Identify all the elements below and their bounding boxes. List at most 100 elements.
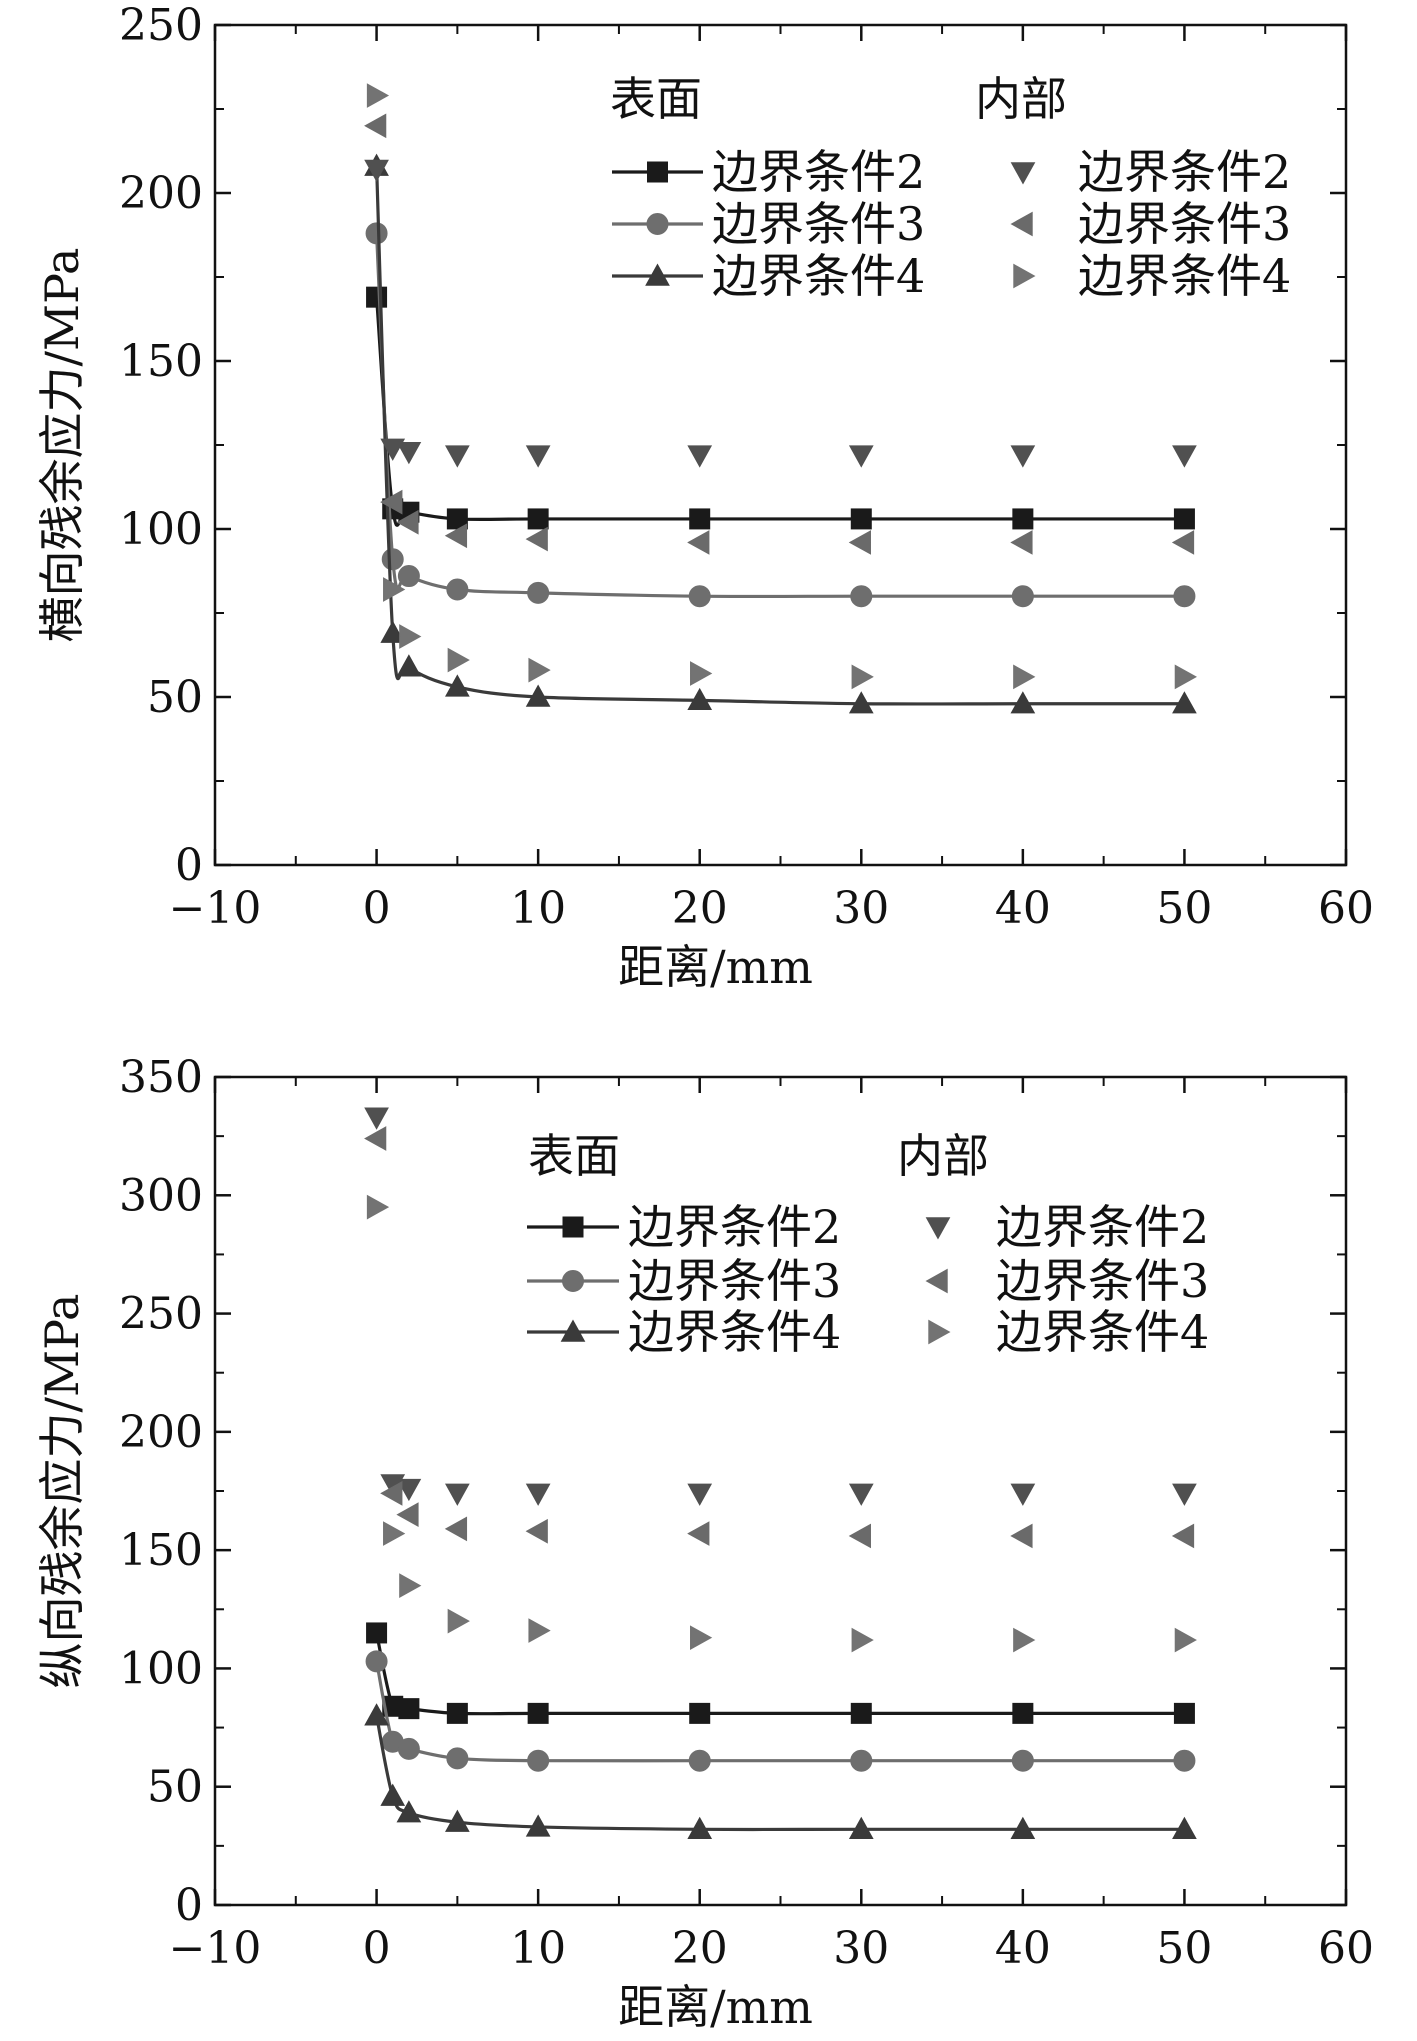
data-point bbox=[383, 1521, 406, 1546]
data-point bbox=[688, 1749, 711, 1772]
data-point bbox=[398, 1698, 420, 1720]
data-point bbox=[445, 445, 470, 468]
x-tick-label: 30 bbox=[833, 883, 889, 934]
data-point bbox=[396, 1478, 422, 1502]
data-point bbox=[525, 684, 551, 707]
data-point bbox=[525, 1814, 551, 1837]
chart-panel-2: −10 0 10 20 30 40 50 60050100150200250300350距离/… bbox=[35, 1052, 1374, 2034]
data-point bbox=[445, 674, 470, 697]
data-point bbox=[687, 1816, 713, 1839]
data-point bbox=[399, 1573, 422, 1598]
data-point bbox=[690, 1625, 713, 1651]
series-surface-4 bbox=[364, 1703, 1197, 1839]
y-tick-label: 100 bbox=[119, 504, 203, 555]
series-line bbox=[375, 1632, 1185, 1716]
legend-group-title: 内部 bbox=[897, 1129, 989, 1183]
legend-label: 边界条件3 bbox=[996, 1254, 1209, 1308]
x-tick-label: 50 bbox=[1156, 1923, 1212, 1974]
data-point bbox=[445, 1483, 470, 1506]
data-point bbox=[687, 1521, 710, 1546]
series-interior-4 bbox=[366, 1194, 1197, 1653]
series-interior-2 bbox=[364, 1107, 1197, 1506]
y-tick-label: 150 bbox=[119, 336, 203, 387]
data-point bbox=[689, 1702, 711, 1724]
data-point bbox=[525, 526, 548, 552]
y-tick-label: 0 bbox=[175, 840, 203, 891]
data-point bbox=[1012, 508, 1034, 530]
x-tick-label: 60 bbox=[1318, 883, 1374, 934]
data-point bbox=[1172, 1483, 1197, 1506]
legend-label: 边界条件4 bbox=[712, 249, 925, 303]
legend-group-title: 表面 bbox=[528, 1129, 620, 1183]
data-point bbox=[381, 548, 404, 571]
data-point bbox=[446, 1702, 468, 1724]
data-point bbox=[1171, 530, 1195, 555]
x-tick-label: 0 bbox=[363, 883, 391, 934]
legend-label: 边界条件2 bbox=[628, 1200, 841, 1254]
data-point bbox=[366, 286, 388, 308]
x-tick-label: 10 bbox=[510, 883, 566, 934]
data-point bbox=[1173, 1749, 1196, 1772]
data-point bbox=[1010, 1523, 1033, 1549]
data-point bbox=[364, 1107, 389, 1130]
series-interior-4 bbox=[366, 83, 1197, 690]
legend-marker bbox=[562, 1216, 584, 1238]
data-point bbox=[848, 530, 871, 555]
data-point bbox=[1173, 585, 1196, 608]
data-point bbox=[364, 113, 387, 139]
data-point bbox=[850, 1702, 872, 1724]
legend-label: 边界条件4 bbox=[628, 1305, 841, 1359]
data-point bbox=[383, 577, 406, 602]
x-tick-label: 40 bbox=[995, 883, 1051, 934]
legend-label: 边界条件2 bbox=[712, 145, 925, 199]
data-point bbox=[444, 523, 468, 549]
y-tick-label: 250 bbox=[119, 0, 203, 51]
legend-label: 边界条件2 bbox=[1078, 145, 1291, 199]
data-point bbox=[1010, 530, 1033, 555]
legend-marker bbox=[925, 1268, 948, 1294]
legend-label: 边界条件3 bbox=[1078, 197, 1291, 251]
data-point bbox=[1174, 664, 1197, 690]
y-tick-label: 200 bbox=[119, 1407, 203, 1458]
series-line bbox=[374, 297, 1185, 527]
data-point bbox=[687, 687, 713, 711]
data-point bbox=[1010, 1816, 1036, 1839]
x-tick-label: 30 bbox=[833, 1923, 889, 1974]
data-point bbox=[851, 664, 874, 690]
data-point bbox=[525, 1518, 548, 1544]
x-tick-label: 50 bbox=[1156, 883, 1212, 934]
series-interior-3 bbox=[364, 1126, 1195, 1549]
y-tick-label: 150 bbox=[119, 1525, 203, 1576]
data-point bbox=[366, 1622, 388, 1644]
data-point bbox=[1010, 445, 1036, 468]
data-point bbox=[444, 1516, 468, 1542]
series-surface-3 bbox=[365, 1650, 1196, 1772]
y-tick-label: 200 bbox=[119, 168, 203, 219]
data-point bbox=[848, 1816, 874, 1839]
data-point bbox=[1172, 691, 1197, 714]
legend-marker bbox=[560, 1319, 586, 1342]
x-tick-label: −10 bbox=[169, 883, 262, 934]
data-point bbox=[366, 83, 390, 108]
legend-marker bbox=[646, 213, 669, 235]
series-surface-2 bbox=[366, 286, 1195, 530]
data-point bbox=[850, 508, 872, 530]
data-point bbox=[528, 1618, 551, 1643]
y-axis-title: 横向残余应力/MPa bbox=[35, 248, 89, 643]
series-surface-3 bbox=[365, 222, 1196, 608]
legend-marker bbox=[925, 1217, 951, 1240]
chart-panel-1: −10 0 10 20 30 40 50 60050100150200250距离/mm横向残余… bbox=[35, 0, 1374, 994]
legend-marker bbox=[1013, 263, 1036, 289]
data-point bbox=[380, 1481, 403, 1506]
data-point bbox=[848, 445, 874, 468]
legend-label: 边界条件4 bbox=[1078, 249, 1291, 303]
data-point bbox=[850, 1749, 873, 1772]
y-tick-label: 300 bbox=[119, 1170, 203, 1221]
y-axis-title: 纵向残余应力/MPa bbox=[35, 1294, 89, 1689]
x-tick-label: 10 bbox=[510, 1923, 566, 1974]
data-point bbox=[1173, 508, 1195, 530]
data-point bbox=[380, 1783, 406, 1806]
legend-marker bbox=[1010, 211, 1033, 237]
